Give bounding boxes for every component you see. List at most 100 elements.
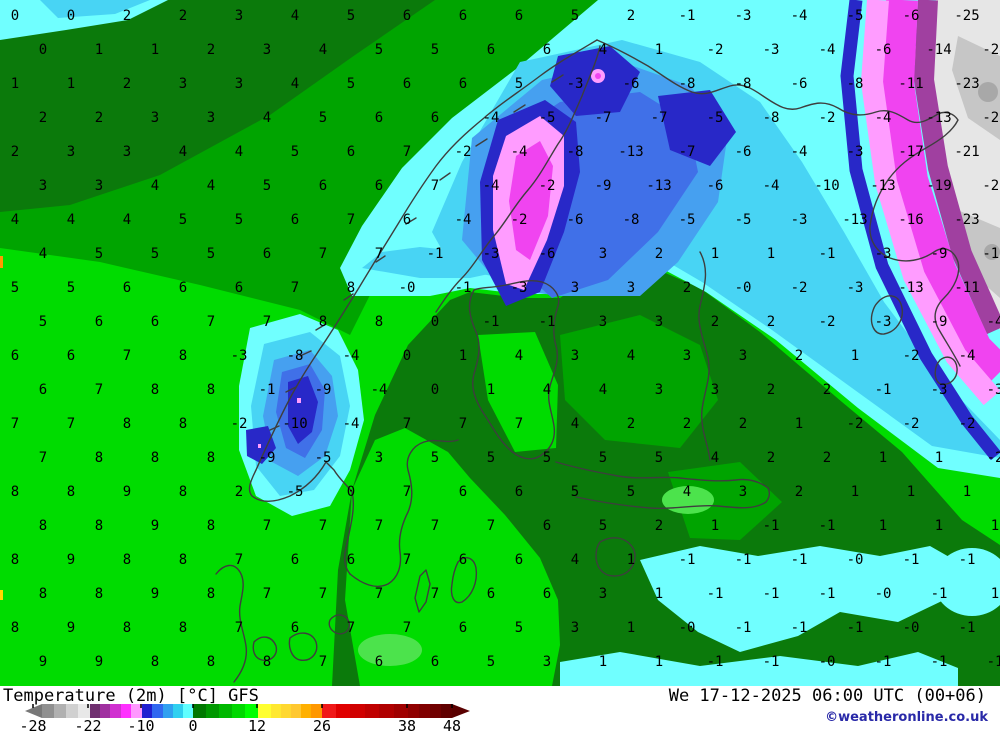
coast-oland	[414, 569, 431, 613]
temp-label: 3	[543, 654, 551, 670]
copyright-link[interactable]: ©weatheronline.co.uk	[825, 710, 988, 725]
temp-label: -2	[847, 416, 864, 432]
temp-label: 7	[515, 416, 523, 432]
coast-bothnia	[468, 279, 560, 460]
temp-label: -5	[315, 450, 332, 466]
temp-label: 8	[347, 280, 355, 296]
temp-label: 5	[431, 42, 439, 58]
temp-label: 3	[67, 144, 75, 160]
legend-segment-15	[206, 704, 219, 718]
temp-label: -2	[819, 110, 836, 126]
temp-label: 6	[403, 8, 411, 24]
legend-segment-21	[281, 704, 291, 718]
legend-segment-4	[90, 704, 100, 718]
temp-label: 8	[263, 654, 271, 670]
temp-label: 2	[95, 110, 103, 126]
temp-label: 2	[683, 416, 691, 432]
region-gray-dark-2	[984, 244, 1000, 260]
temp-label: -4	[455, 212, 472, 228]
legend-colorbar	[25, 704, 470, 718]
legend-segment-25	[322, 704, 336, 718]
temp-label: -1	[931, 586, 948, 602]
temp-label: 3	[599, 246, 607, 262]
temp-label: 1	[991, 518, 999, 534]
temp-label: -10	[814, 178, 839, 194]
temp-label: 6	[179, 280, 187, 296]
temp-label: -5	[847, 8, 864, 24]
temp-label: 7	[263, 586, 271, 602]
temp-label: -1	[959, 552, 976, 568]
temp-label: -4	[343, 348, 360, 364]
temp-label: -1	[763, 518, 780, 534]
temp-label: 6	[95, 314, 103, 330]
temp-label: -13	[646, 178, 671, 194]
temp-label: 9	[151, 518, 159, 534]
region-pink-dot-2	[258, 444, 261, 448]
temp-label: -4	[511, 144, 528, 160]
temp-label: 1	[627, 620, 635, 636]
temp-label: 5	[431, 450, 439, 466]
temp-label: 5	[207, 246, 215, 262]
temp-label: 8	[123, 416, 131, 432]
temp-label: 9	[67, 620, 75, 636]
temp-label: -3	[875, 246, 892, 262]
temp-label: 8	[319, 314, 327, 330]
temp-label: 3	[151, 110, 159, 126]
temp-label: -8	[847, 76, 864, 92]
legend-segment-10	[152, 704, 163, 718]
map-title: Temperature (2m) [°C] GFS	[3, 686, 259, 706]
temp-label: 3	[655, 314, 663, 330]
temp-label: 7	[403, 416, 411, 432]
temp-label: -1	[819, 586, 836, 602]
temp-label: 4	[67, 212, 75, 228]
map-area: 0 0 2 2 3 4 5 6 6 6 5 2 -1 -3 -4 -5 -6 -25 0 1 1 2 3 4 5 5 6 6 4 1 -2-…	[0, 0, 1000, 686]
temp-label: 8	[95, 586, 103, 602]
temp-label: 7	[235, 620, 243, 636]
legend-tick-label: 48	[442, 717, 462, 733]
temp-label: -2	[959, 416, 976, 432]
temp-label: 6	[515, 552, 523, 568]
temp-label: -3	[875, 314, 892, 330]
temp-label: 7	[319, 518, 327, 534]
region-finland-medium	[560, 315, 718, 448]
temp-label: 6	[543, 586, 551, 602]
temp-label: 5	[11, 280, 19, 296]
temp-label: 7	[263, 518, 271, 534]
temp-label: -1	[707, 586, 724, 602]
temp-label: 0	[431, 382, 439, 398]
coast-gotland	[450, 557, 478, 604]
temp-label: 6	[347, 552, 355, 568]
lake-onega	[870, 295, 903, 335]
temp-label: 7	[347, 212, 355, 228]
temp-label: -1	[427, 246, 444, 262]
temp-label: 5	[179, 212, 187, 228]
temp-label: -7	[679, 144, 696, 160]
temp-label: 5	[151, 246, 159, 262]
region-magenta-band	[881, 0, 1000, 384]
temp-label: 5	[571, 8, 579, 24]
temp-label: -1	[763, 654, 780, 670]
temp-label: 8	[123, 620, 131, 636]
temp-label: 8	[95, 450, 103, 466]
temp-label: -8	[735, 76, 752, 92]
coast-denmark-islands	[252, 614, 351, 661]
temp-label: 4	[599, 42, 607, 58]
temp-label: -24	[982, 42, 1000, 58]
temp-label: 2	[767, 450, 775, 466]
legend-segment-11	[163, 704, 173, 718]
temp-label: -6	[623, 76, 640, 92]
temperature-labels: 0 0 2 2 3 4 5 6 6 6 5 2 -1 -3 -4 -5 -6 -250 1 1 2 3 4 5 5 6 6 4 1 -2-…	[11, 8, 1000, 670]
legend-tick-mark	[140, 704, 142, 708]
temp-label: 6	[487, 586, 495, 602]
region-darkblue-blob-2	[658, 90, 736, 166]
region-gray-dark-1	[978, 82, 998, 102]
temp-label: 1	[907, 484, 915, 500]
temp-label: 4	[319, 42, 327, 58]
temp-label: 6	[375, 654, 383, 670]
temp-label: -2	[791, 280, 808, 296]
temp-label: 1	[67, 76, 75, 92]
temp-label: -6	[903, 8, 920, 24]
temp-label: 4	[39, 246, 47, 262]
coast-denmark-jutland	[215, 564, 248, 683]
temp-label: 0	[11, 8, 19, 24]
